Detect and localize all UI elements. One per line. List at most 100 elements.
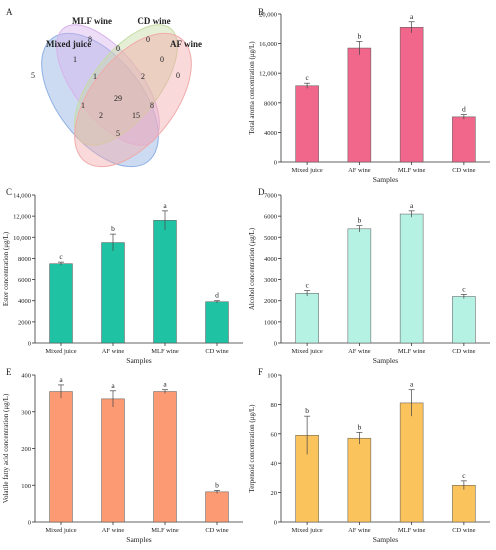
panel-label-f: F (258, 367, 263, 377)
bar-c (205, 301, 229, 344)
y-tick-label: 0 (274, 520, 277, 527)
y-axis-label-b: Total aroma concentration (μg/L) (248, 41, 256, 135)
venn-region-count: 29 (114, 94, 122, 103)
bar-panel-b: B 0 4000 8000 12,000 16,000 20,000 Total aroma … (248, 7, 490, 184)
bar-b (347, 47, 372, 163)
x-tick-label: MLF wine (398, 527, 426, 534)
venn-region-count: 1 (93, 72, 97, 81)
y-tick-label: 2000 (264, 298, 277, 305)
bar-f (399, 402, 424, 523)
x-tick-label: Mixed juice (292, 527, 323, 534)
significance-letter: b (215, 480, 219, 489)
venn-panel-a: A Mixed juice MLF wine CD wine AF wine 5 8 0 0 1 0… (6, 7, 202, 168)
x-tick-label: Mixed juice (292, 348, 323, 355)
significance-letter: b (358, 216, 362, 225)
bar-c (49, 263, 73, 344)
venn-set-mlf-wine-label: MLF wine (72, 16, 112, 26)
significance-letter: a (410, 12, 414, 21)
bar-e (101, 398, 125, 523)
bar-panel-c: C 0 2000 4000 6000 8000 10,000 12,000 14,000 Este… (2, 187, 243, 365)
x-tick-label: MLF wine (151, 527, 179, 534)
significance-letter: b (111, 224, 115, 233)
venn-region-count: 0 (146, 35, 150, 44)
y-tick-label: 10,000 (13, 235, 31, 242)
x-tick-label: Mixed juice (45, 527, 76, 534)
x-axis-label-f: Samples (373, 535, 398, 544)
significance-letter: a (410, 380, 414, 389)
x-tick-label: AF wine (102, 348, 125, 355)
y-tick-label: 6000 (18, 277, 31, 284)
bar-b (452, 116, 476, 163)
x-axis-label-c: Samples (126, 356, 151, 365)
significance-letter: a (111, 381, 115, 390)
venn-set-mixed-juice-label: Mixed juice (46, 39, 91, 49)
bar-d (452, 296, 476, 344)
x-tick-label: MLF wine (151, 348, 179, 355)
y-tick-label: 4000 (264, 130, 277, 137)
y-tick-label: 0 (28, 341, 31, 348)
bar-f (347, 437, 372, 523)
y-tick-label: 20,000 (259, 12, 277, 19)
x-tick-label: AF wine (348, 167, 371, 174)
venn-set-af-wine-label: AF wine (170, 39, 202, 49)
y-tick-label: 16,000 (259, 41, 277, 48)
y-tick-label: 7000 (264, 193, 277, 200)
bar-e (49, 391, 73, 523)
y-tick-label: 2000 (18, 319, 31, 326)
x-axis-label-e: Samples (126, 535, 151, 544)
significance-letter: c (462, 471, 466, 480)
significance-letter: d (462, 105, 466, 114)
significance-letter: b (305, 406, 309, 415)
bar-e (205, 491, 229, 523)
y-tick-label: 12,000 (259, 71, 277, 78)
y-tick-label: 0 (274, 341, 277, 348)
y-tick-label: 400 (21, 373, 31, 380)
x-tick-label: MLF wine (398, 348, 426, 355)
significance-letter: d (215, 291, 219, 300)
significance-letter: a (163, 201, 167, 210)
bar-c (101, 242, 125, 344)
significance-letter: b (358, 31, 362, 40)
venn-region-count: 8 (88, 35, 92, 44)
x-tick-label: CD wine (452, 167, 475, 174)
significance-letter: c (59, 252, 63, 261)
y-tick-label: 300 (21, 409, 31, 416)
y-tick-label: 100 (21, 483, 31, 490)
bar-f (452, 485, 476, 523)
venn-set-cd-wine (74, 24, 178, 146)
y-tick-label: 60 (271, 431, 278, 438)
x-tick-label: AF wine (348, 527, 371, 534)
y-tick-label: 12,000 (13, 214, 31, 221)
x-axis-label-b: Samples (373, 175, 398, 184)
venn-region-count: 0 (160, 55, 164, 64)
x-tick-label: CD wine (452, 348, 475, 355)
x-tick-label: MLF wine (398, 167, 426, 174)
y-tick-label: 80 (271, 402, 278, 409)
significance-letter: a (59, 375, 63, 384)
bar-b (295, 85, 319, 163)
venn-region-count: 0 (176, 71, 180, 80)
y-axis-label-f: Terpenoid concentration (μg/L) (248, 404, 256, 493)
x-tick-label: AF wine (348, 348, 371, 355)
x-tick-label: CD wine (205, 527, 228, 534)
bar-b (399, 27, 424, 163)
venn-region-count: 2 (99, 111, 103, 120)
x-tick-label: Mixed juice (292, 167, 323, 174)
y-tick-label: 6000 (264, 214, 277, 221)
y-tick-label: 8000 (18, 256, 31, 263)
y-tick-label: 14,000 (13, 193, 31, 200)
y-tick-label: 40 (271, 461, 278, 468)
bar-panel-f: F 0 20 40 60 80 100 Terpenoid concentration (μg… (248, 367, 490, 544)
y-tick-label: 8000 (264, 100, 277, 107)
significance-letter: c (305, 281, 309, 290)
bar-d (347, 228, 372, 344)
venn-region-count: 1 (81, 101, 85, 110)
y-tick-label: 5000 (264, 235, 277, 242)
y-tick-label: 0 (274, 160, 277, 167)
bar-d (399, 213, 424, 344)
venn-set-cd-wine-label: CD wine (137, 16, 170, 26)
venn-region-count: 5 (31, 71, 35, 80)
venn-region-count: 1 (73, 55, 77, 64)
venn-region-count: 2 (141, 72, 145, 81)
venn-region-count: 5 (116, 129, 120, 138)
